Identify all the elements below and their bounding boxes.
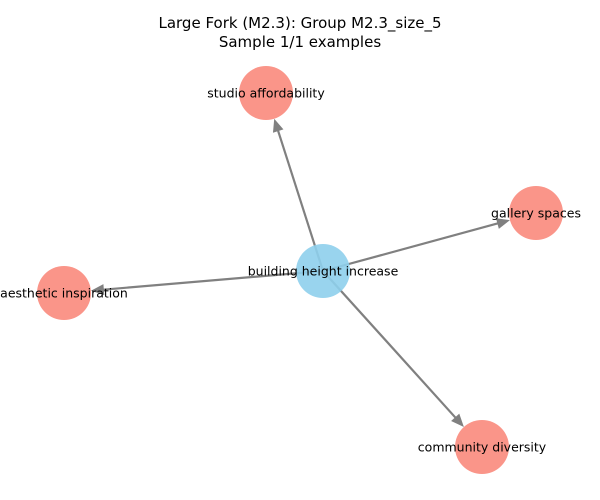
node-label-community: community diversity xyxy=(418,440,547,455)
node-aesthetic xyxy=(37,266,91,320)
node-label-center: building height increase xyxy=(248,264,399,279)
diagram-title: Large Fork (M2.3): Group M2.3_size_5 xyxy=(158,14,442,32)
arrowhead-studio xyxy=(272,118,284,133)
node-community xyxy=(455,420,509,474)
nodes-layer xyxy=(37,66,563,474)
node-label-gallery: gallery spaces xyxy=(491,206,581,221)
arrowhead-community xyxy=(451,413,464,427)
node-studio xyxy=(239,66,293,120)
diagram-subtitle: Sample 1/1 examples xyxy=(218,33,382,51)
edge-center-to-aesthetic xyxy=(101,269,324,291)
edge-center-to-community xyxy=(322,270,458,420)
arrowhead-gallery xyxy=(495,218,510,229)
arrowhead-aesthetic xyxy=(90,284,105,296)
node-label-aesthetic: aesthetic inspiration xyxy=(0,286,128,301)
edge-center-to-gallery xyxy=(322,221,500,273)
node-label-studio: studio affordability xyxy=(207,86,325,101)
node-center xyxy=(296,244,350,298)
node-gallery xyxy=(509,186,563,240)
edges-layer xyxy=(90,118,510,427)
labels-layer: building height increase studio affordabi… xyxy=(0,86,581,455)
